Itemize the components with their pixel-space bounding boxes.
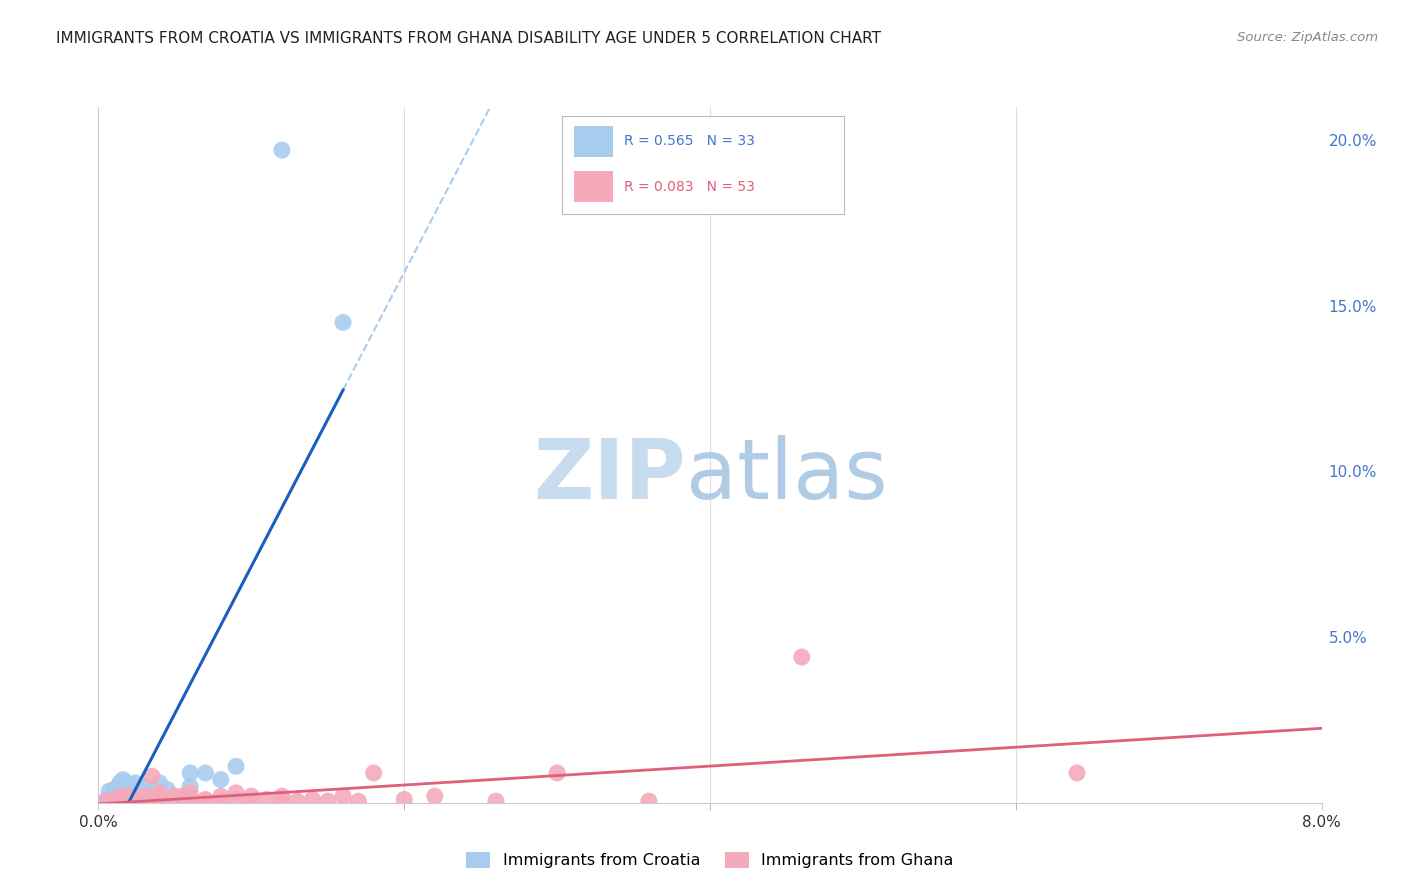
Point xyxy=(209,772,232,787)
Bar xyxy=(574,126,613,157)
Point xyxy=(301,792,323,806)
Point xyxy=(332,789,354,804)
Point xyxy=(103,792,125,806)
Point xyxy=(110,789,132,804)
Point xyxy=(149,793,172,807)
Point xyxy=(225,786,247,800)
Point xyxy=(363,766,385,780)
Point xyxy=(1066,766,1088,780)
Point xyxy=(546,766,568,780)
Point xyxy=(179,794,201,808)
Point xyxy=(118,793,141,807)
Point xyxy=(163,793,186,807)
Point xyxy=(121,779,143,793)
Point xyxy=(134,794,156,808)
Point xyxy=(103,782,125,797)
Point xyxy=(240,789,263,804)
Point xyxy=(194,792,217,806)
Point xyxy=(134,789,156,804)
Point xyxy=(141,769,163,783)
Legend: Immigrants from Croatia, Immigrants from Ghana: Immigrants from Croatia, Immigrants from… xyxy=(460,846,960,875)
Point xyxy=(134,786,156,800)
Point xyxy=(163,794,186,808)
Text: atlas: atlas xyxy=(686,435,887,516)
Point xyxy=(209,794,232,808)
Point xyxy=(209,789,232,804)
Point xyxy=(423,789,446,804)
Point xyxy=(98,784,121,798)
Point xyxy=(111,772,134,787)
Point xyxy=(107,779,129,793)
Point xyxy=(94,794,117,808)
Point xyxy=(149,786,172,800)
Point xyxy=(256,792,278,806)
Point xyxy=(179,766,201,780)
Text: Source: ZipAtlas.com: Source: ZipAtlas.com xyxy=(1237,31,1378,45)
Point xyxy=(332,315,354,329)
Point xyxy=(108,776,131,790)
Point xyxy=(134,789,156,804)
Point xyxy=(124,776,146,790)
Point xyxy=(110,793,132,807)
Point xyxy=(194,766,217,780)
Point xyxy=(118,782,141,797)
Point xyxy=(134,792,156,806)
Point xyxy=(110,792,132,806)
Point xyxy=(149,792,172,806)
Point xyxy=(163,792,186,806)
Point xyxy=(270,789,294,804)
Point xyxy=(179,792,201,806)
Text: R = 0.083   N = 53: R = 0.083 N = 53 xyxy=(624,179,755,194)
Point xyxy=(194,794,217,808)
Text: ZIP: ZIP xyxy=(533,435,686,516)
Point xyxy=(110,794,132,808)
Point xyxy=(347,794,370,808)
Point xyxy=(118,792,141,806)
Point xyxy=(225,759,247,773)
Point xyxy=(156,792,179,806)
Point xyxy=(240,794,263,808)
Point xyxy=(122,779,145,793)
Point xyxy=(225,792,247,806)
Point xyxy=(101,788,124,802)
Point xyxy=(118,789,141,804)
Point xyxy=(100,792,122,806)
Point xyxy=(179,779,201,793)
Point xyxy=(94,793,117,807)
Point xyxy=(790,650,813,665)
Point xyxy=(163,789,186,804)
Text: IMMIGRANTS FROM CROATIA VS IMMIGRANTS FROM GHANA DISABILITY AGE UNDER 5 CORRELAT: IMMIGRANTS FROM CROATIA VS IMMIGRANTS FR… xyxy=(56,31,882,46)
Point xyxy=(392,792,416,806)
Point xyxy=(156,782,179,797)
Point xyxy=(103,793,125,807)
Point xyxy=(149,776,172,790)
Point xyxy=(285,794,308,808)
Point xyxy=(270,794,294,808)
Point xyxy=(125,792,148,806)
Point xyxy=(270,143,294,157)
Point xyxy=(134,779,156,793)
Point xyxy=(112,779,135,793)
Point xyxy=(156,794,179,808)
Point xyxy=(149,789,172,804)
Point xyxy=(125,794,148,808)
Point xyxy=(105,793,128,807)
Point xyxy=(179,786,201,800)
Point xyxy=(485,794,508,808)
Point xyxy=(103,794,125,808)
Point xyxy=(115,776,138,790)
Text: R = 0.565   N = 33: R = 0.565 N = 33 xyxy=(624,135,755,148)
Point xyxy=(110,786,132,800)
Point xyxy=(118,794,141,808)
Point xyxy=(316,794,339,808)
Point xyxy=(637,794,661,808)
Point xyxy=(125,793,148,807)
Point xyxy=(172,789,194,804)
Bar xyxy=(574,171,613,202)
Point xyxy=(149,794,172,808)
